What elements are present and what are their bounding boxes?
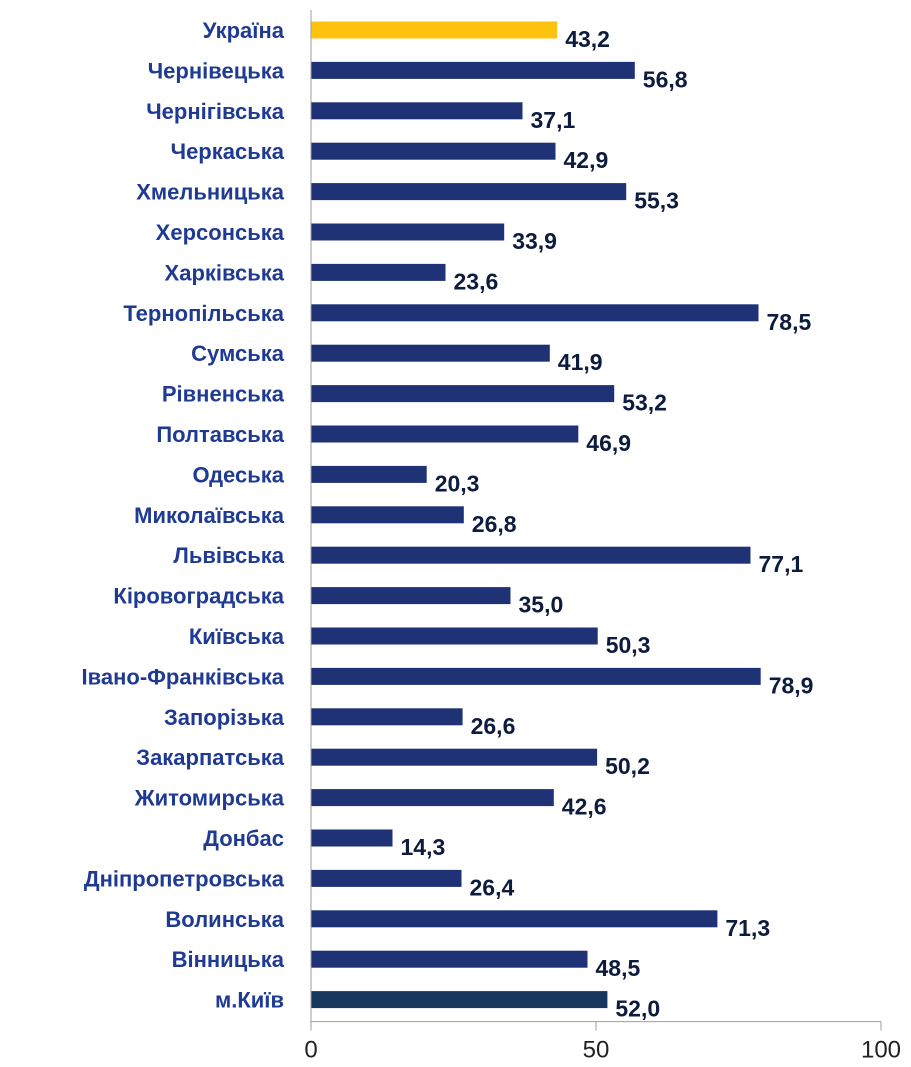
bar [311, 465, 427, 483]
category-label: Миколаївська [134, 503, 285, 528]
bar [311, 344, 550, 362]
x-tick-label: 50 [583, 1037, 610, 1064]
category-labels: Україна Чернівецька Чернігівська Черкаська Х… [82, 18, 285, 1013]
bar [311, 991, 608, 1009]
bar [311, 667, 761, 685]
value-label: 42,6 [562, 794, 607, 820]
category-label: Кіровоградська [113, 584, 284, 609]
bar [311, 223, 505, 241]
x-axis: 0 50 100 [304, 10, 901, 1064]
value-label: 77,1 [759, 551, 804, 577]
value-label: 78,9 [769, 672, 814, 698]
value-label: 48,5 [596, 955, 641, 981]
category-label: Хмельницька [136, 180, 285, 205]
bar [311, 142, 556, 160]
category-label: Полтавська [156, 422, 284, 447]
value-label: 14,3 [401, 834, 446, 860]
category-label: Дніпропетровська [84, 866, 285, 891]
value-label: 35,0 [519, 592, 564, 618]
category-label: Чернівецька [148, 58, 285, 83]
value-label: 23,6 [454, 268, 499, 294]
bar [311, 748, 598, 766]
category-label: Київська [189, 624, 285, 649]
category-label: Вінницька [172, 947, 285, 972]
value-label: 71,3 [725, 915, 770, 941]
bar [311, 61, 635, 79]
value-label: 26,6 [471, 713, 516, 739]
bar [311, 21, 558, 39]
value-label: 42,9 [564, 147, 609, 173]
value-label: 50,3 [606, 632, 651, 658]
bar [311, 789, 554, 807]
category-label: Чернігівська [146, 99, 285, 124]
category-label: Запорізька [164, 705, 285, 730]
bar [311, 546, 751, 564]
category-label: Житомирська [134, 786, 285, 811]
bar [311, 627, 598, 645]
bars-group [311, 21, 761, 1009]
bar [311, 708, 463, 726]
value-label: 41,9 [558, 349, 603, 375]
bar [311, 506, 464, 524]
value-label: 43,2 [565, 26, 610, 52]
category-label: Тернопільська [123, 301, 284, 326]
bar [311, 425, 579, 443]
category-label: Волинська [165, 907, 284, 932]
category-label: Закарпатська [136, 745, 284, 770]
category-label: Сумська [191, 341, 285, 366]
value-label: 56,8 [643, 66, 688, 92]
value-label: 26,4 [470, 874, 515, 900]
value-label: 20,3 [435, 470, 480, 496]
value-label: 55,3 [634, 188, 679, 214]
bar [311, 263, 446, 281]
value-label: 52,0 [615, 996, 660, 1022]
value-label: 46,9 [586, 430, 631, 456]
x-tick-label: 0 [304, 1037, 317, 1064]
bar [311, 385, 615, 403]
bar [311, 304, 759, 322]
category-label: м.Київ [215, 988, 284, 1013]
category-label: Україна [203, 18, 285, 43]
value-label: 33,9 [512, 228, 557, 254]
category-label: Львівська [173, 543, 284, 568]
bar [311, 950, 588, 968]
value-label: 50,2 [605, 753, 650, 779]
category-label: Черкаська [171, 139, 285, 164]
category-label: Одеська [193, 462, 285, 487]
category-label: Івано-Франківська [82, 664, 285, 689]
value-label: 37,1 [531, 107, 576, 133]
bar [311, 102, 523, 120]
category-label: Донбас [203, 826, 284, 851]
value-label: 78,5 [767, 309, 812, 335]
category-label: Херсонська [156, 220, 285, 245]
bar [311, 869, 462, 887]
category-label: Рівненська [162, 382, 285, 407]
x-tick-label: 100 [861, 1037, 901, 1064]
value-label: 26,8 [472, 511, 517, 537]
bar [311, 587, 511, 605]
bar [311, 829, 393, 847]
category-label: Харківська [165, 260, 285, 285]
bar [311, 183, 627, 201]
value-label: 53,2 [622, 390, 667, 416]
bar [311, 910, 718, 928]
value-labels: 43,2 56,8 37,1 42,9 55,3 33,9 23,6 78,5 41,9 53,2… [401, 26, 814, 1022]
